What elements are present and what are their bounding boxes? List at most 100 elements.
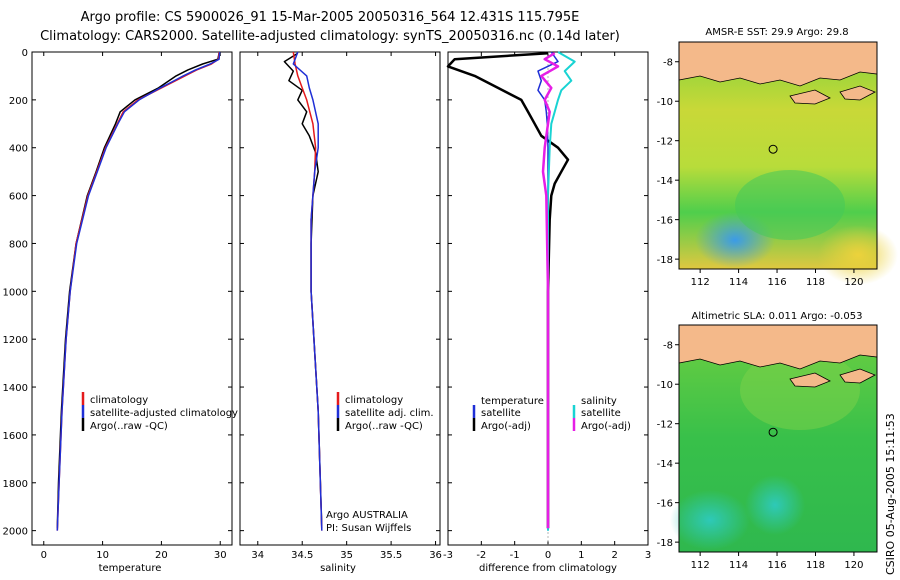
figure-title-line-2: Climatology: CARS2000. Satellite-adjuste… xyxy=(40,29,620,44)
map-y-tick-label: -8 xyxy=(663,58,673,69)
salinity-legend: climatology satellite adj. clim. Argo(..… xyxy=(336,392,434,432)
map-y-tick-label: -10 xyxy=(657,97,673,108)
map-y-tick-label: -14 xyxy=(657,459,673,470)
y-tick-label: 600 xyxy=(9,192,28,203)
x-tick-label: 34 xyxy=(251,550,264,561)
sst-green-band xyxy=(735,170,845,240)
series-line-satellite-adjusted-climatology xyxy=(56,51,221,531)
sst-warm-patch xyxy=(818,225,898,285)
map-x-tick-label: 118 xyxy=(806,277,825,288)
figure-title-line-1: Argo profile: CS 5900026_91 15-Mar-2005 … xyxy=(80,10,580,25)
y-tick-label: 0 xyxy=(22,48,28,59)
sst-map-frame xyxy=(678,41,878,270)
x-tick-label: 10 xyxy=(96,550,109,561)
timestamp-stamp: CSIRO 05-Aug-2005 15:11:53 xyxy=(884,413,897,575)
map-x-tick-label: 114 xyxy=(729,560,748,571)
diff-legend-sal-sat-label: satellite xyxy=(581,408,621,419)
temperature-axes-frame xyxy=(31,51,233,546)
y-tick-label: 400 xyxy=(9,144,28,155)
sst-map: AMSR-E SST: 29.9 Argo: 29.8 -8-10-12-14-… xyxy=(657,27,898,288)
difference-axis-ticks: -3 -2 -1 0 1 2 3 xyxy=(443,51,651,561)
map-x-tick-label: 120 xyxy=(844,560,863,571)
map-x-tick-label: 118 xyxy=(806,560,825,571)
sla-island-sumba xyxy=(789,372,831,388)
diff-legend-temp-argo-label: Argo(-adj) xyxy=(481,421,531,432)
x-tick-label: 2 xyxy=(611,550,617,561)
x-tick-label: 35 xyxy=(340,550,353,561)
y-tick-label: 1600 xyxy=(3,431,28,442)
map-x-tick-label: 116 xyxy=(767,560,786,571)
map-x-tick-label: 114 xyxy=(729,277,748,288)
x-tick-label: -2 xyxy=(476,550,486,561)
map-y-tick-label: -12 xyxy=(657,137,673,148)
temperature-axis-ticks: 0 10 20 30 0 200 400 600 800 1000 1200 1400 1600 1800… xyxy=(3,48,232,561)
sla-low-patch xyxy=(670,490,750,550)
sla-island-east xyxy=(839,368,876,384)
temperature-series xyxy=(56,51,221,531)
temperature-xlabel: temperature xyxy=(99,563,162,574)
y-tick-label: 200 xyxy=(9,96,28,107)
sst-land-mass xyxy=(678,41,878,87)
x-tick-label: 0 xyxy=(545,550,551,561)
credit-line-2: PI: Susan Wijffels xyxy=(326,523,411,534)
map-x-tick-label: 120 xyxy=(844,277,863,288)
y-tick-label: 1000 xyxy=(3,287,28,298)
map-x-tick-label: 112 xyxy=(691,560,710,571)
sla-land-mass xyxy=(678,324,878,370)
sla-high-patch xyxy=(740,350,860,430)
x-tick-label: 34.5 xyxy=(291,550,313,561)
x-tick-label: -1 xyxy=(510,550,520,561)
y-tick-label: 800 xyxy=(9,239,28,250)
series-line-salinity-argo-adj- xyxy=(540,52,560,529)
x-tick-label: 3 xyxy=(645,550,651,561)
legend-climatology-label: climatology xyxy=(90,395,148,406)
map-y-tick-label: -8 xyxy=(663,341,673,352)
map-x-tick-label: 116 xyxy=(767,277,786,288)
diff-legend-salinity-title: salinity xyxy=(581,396,617,407)
x-tick-label: 35.5 xyxy=(380,550,402,561)
map-x-tick-label: 112 xyxy=(691,277,710,288)
sst-float-marker xyxy=(768,144,778,154)
diff-legend-sal-argo-label: Argo(-adj) xyxy=(581,421,631,432)
map-y-tick-label: -10 xyxy=(657,380,673,391)
x-tick-label: 20 xyxy=(155,550,168,561)
sal-legend-climatology-label: climatology xyxy=(345,395,403,406)
y-tick-label: 1800 xyxy=(3,479,28,490)
temperature-panel: 0 10 20 30 0 200 400 600 800 1000 1200 1400 1600 1800… xyxy=(3,48,238,574)
map-y-tick-label: -12 xyxy=(657,420,673,431)
x-tick-label: 0 xyxy=(41,550,47,561)
difference-panel: -3 -2 -1 0 1 2 3 difference from climatology t… xyxy=(443,51,651,574)
sla-float-marker xyxy=(768,427,778,437)
sla-map-ticks: -8 -10 -12 -14 -16 -18 112 114 116 118 120 xyxy=(657,341,864,571)
salinity-panel: 34 34.5 35 35.5 36 salinity climatology sate… xyxy=(239,51,442,574)
sst-map-ticks: -8 -10 -12 -14 -16 -18 112 114 116 118 120 xyxy=(657,58,864,288)
x-tick-label: 1 xyxy=(578,550,584,561)
x-tick-label: -3 xyxy=(443,550,453,561)
temperature-legend: climatology satellite-adjusted climatolo… xyxy=(81,392,238,432)
map-y-tick-label: -16 xyxy=(657,499,673,510)
sla-map: Altimetric SLA: 0.011 Argo: -0.053 -8 -10… xyxy=(657,311,878,571)
map-y-tick-label: -16 xyxy=(657,216,673,227)
map-y-tick-label: -18 xyxy=(657,255,673,266)
credit-line-1: Argo AUSTRALIA xyxy=(326,510,408,521)
series-line-satellite-adj-clim- xyxy=(292,51,323,531)
y-tick-label: 1200 xyxy=(3,335,28,346)
difference-xlabel: difference from climatology xyxy=(479,563,617,574)
sla-low-patch-2 xyxy=(745,475,805,535)
sal-legend-argo-label: Argo(..raw -QC) xyxy=(345,421,423,432)
x-tick-label: 36 xyxy=(429,550,442,561)
legend-argo-label: Argo(..raw -QC) xyxy=(90,421,168,432)
x-tick-label: 30 xyxy=(214,550,227,561)
sst-island-sumba xyxy=(789,89,831,105)
difference-legend: temperature satellite Argo(-adj) salinit… xyxy=(472,396,631,432)
diff-legend-temperature-title: temperature xyxy=(481,396,544,407)
sla-map-title: Altimetric SLA: 0.011 Argo: -0.053 xyxy=(692,311,863,322)
salinity-series xyxy=(283,51,323,531)
y-tick-label: 2000 xyxy=(3,527,28,538)
timestamp-text: CSIRO 05-Aug-2005 15:11:53 xyxy=(884,413,897,575)
sla-map-frame xyxy=(678,324,878,553)
sst-map-title: AMSR-E SST: 29.9 Argo: 29.8 xyxy=(705,27,848,38)
y-tick-label: 1400 xyxy=(3,383,28,394)
sst-island-east xyxy=(839,85,876,101)
